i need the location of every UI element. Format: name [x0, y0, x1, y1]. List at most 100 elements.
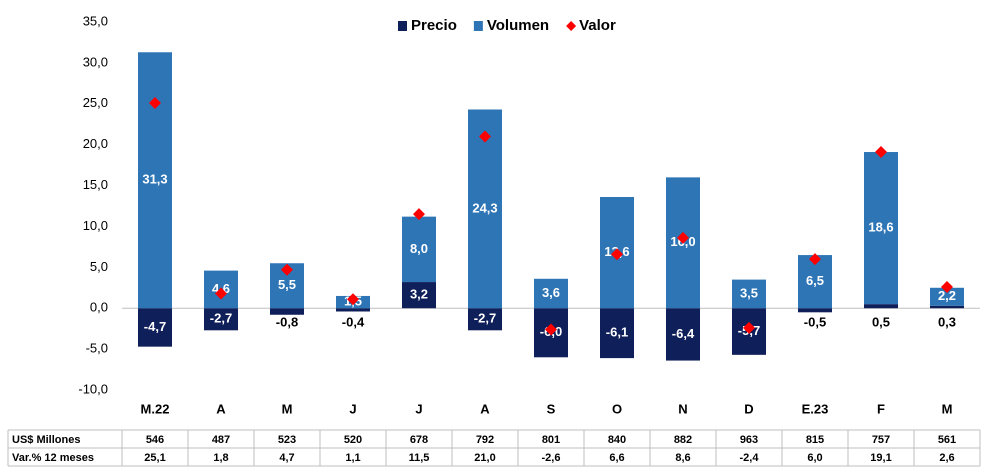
y-tick-label: 35,0: [83, 13, 108, 28]
x-tick-label: A: [216, 401, 226, 416]
volumen-label: 8,0: [410, 241, 428, 256]
precio-label: -2,7: [210, 311, 232, 326]
table-cell: 520: [344, 434, 362, 446]
volumen-label: 24,3: [472, 200, 497, 215]
precio-label: -4,7: [144, 319, 166, 334]
y-tick-label: -10,0: [78, 381, 108, 396]
table-cell: 757: [872, 434, 890, 446]
table-cell: 21,0: [474, 452, 495, 464]
bar-precio: [336, 308, 370, 312]
bar-precio: [600, 308, 634, 359]
x-tick-label: J: [349, 401, 356, 416]
table-cell: 1,1: [345, 452, 360, 464]
table-cell: 792: [476, 434, 494, 446]
legend-marker: [473, 21, 483, 31]
legend-label: Precio: [411, 17, 457, 34]
table-cell: 8,6: [675, 452, 690, 464]
precio-label: 0,3: [938, 315, 956, 330]
table-cell: 6,6: [609, 452, 624, 464]
volumen-label: 5,5: [278, 277, 296, 292]
valor-marker: [677, 231, 689, 244]
x-tick-label: M.22: [141, 401, 170, 416]
bar-volumen: [732, 279, 766, 309]
precio-label: -0,5: [804, 315, 826, 330]
bar-volumen: [930, 287, 964, 306]
table-cell: 678: [410, 434, 428, 446]
table-cell: -2,4: [740, 452, 760, 464]
valor-marker: [875, 146, 887, 159]
volumen-label: 31,3: [142, 172, 167, 187]
x-tick-label: O: [612, 401, 622, 416]
valor-marker: [149, 96, 161, 109]
volumen-label: 2,2: [938, 288, 956, 303]
table-row-label: Var.% 12 meses: [12, 452, 94, 464]
legend-marker: [398, 21, 407, 31]
bar-precio: [204, 308, 238, 331]
table-cell: -2,6: [542, 452, 561, 464]
table-cell: 815: [806, 434, 824, 446]
bar-precio: [468, 308, 502, 331]
x-tick-label: S: [547, 401, 556, 416]
y-tick-label: 5,0: [90, 259, 108, 274]
table-cell: 801: [542, 434, 560, 446]
y-tick-label: 10,0: [83, 218, 108, 233]
valor-marker: [479, 130, 491, 143]
volumen-label: 6,5: [806, 273, 824, 288]
x-tick-label: M: [282, 401, 293, 416]
bar-precio: [798, 308, 832, 313]
bar-precio: [138, 308, 172, 347]
y-tick-label: 15,0: [83, 177, 108, 192]
x-tick-label: J: [415, 401, 422, 416]
bar-volumen: [402, 216, 436, 283]
table-cell: 2,6: [939, 452, 954, 464]
bar-precio: [930, 305, 964, 309]
table-cell: 561: [938, 434, 956, 446]
y-tick-label: 20,0: [83, 136, 108, 151]
precio-label: -2,7: [474, 311, 496, 326]
valor-marker: [941, 280, 953, 293]
bar-volumen: [864, 152, 898, 305]
y-tick-label: 30,0: [83, 54, 108, 69]
table-cell: 523: [278, 434, 296, 446]
precio-label: -0,4: [342, 315, 365, 330]
table-cell: 840: [608, 434, 626, 446]
y-tick-label: -5,0: [86, 341, 108, 356]
table-cell: 11,5: [409, 452, 430, 464]
volumen-label: 3,5: [740, 285, 758, 300]
valor-marker: [809, 253, 821, 266]
valor-marker: [611, 248, 623, 261]
precio-label: -6,4: [672, 326, 695, 341]
legend-label: Volumen: [487, 17, 549, 34]
table-cell: 487: [212, 434, 230, 446]
bar-volumen: [468, 109, 502, 309]
valor-marker: [281, 263, 293, 276]
valor-marker: [743, 321, 755, 334]
bar-precio: [666, 308, 700, 361]
precio-label: -6,1: [606, 325, 628, 340]
x-tick-label: N: [678, 401, 687, 416]
x-tick-label: A: [480, 401, 490, 416]
x-tick-label: F: [877, 401, 885, 416]
volumen-label: 18,6: [868, 220, 893, 235]
table-cell: 1,8: [213, 452, 228, 464]
valor-marker: [215, 287, 227, 300]
x-tick-label: E.23: [802, 401, 829, 416]
bar-volumen: [534, 278, 568, 309]
bar-precio: [864, 304, 898, 309]
bar-precio: [270, 308, 304, 315]
table-cell: 19,1: [870, 452, 891, 464]
table-cell: 546: [146, 434, 164, 446]
y-tick-label: 0,0: [90, 300, 108, 315]
table-row-label: US$ Millones: [12, 434, 80, 446]
table-cell: 4,7: [279, 452, 294, 464]
precio-label: 0,5: [872, 315, 890, 330]
bar-precio: [402, 282, 436, 309]
x-tick-label: D: [744, 401, 753, 416]
bar-volumen: [138, 52, 172, 309]
valor-marker: [347, 293, 359, 306]
legend-marker: [566, 21, 577, 31]
valor-marker: [413, 208, 425, 221]
table-cell: 963: [740, 434, 758, 446]
table-cell: 6,0: [807, 452, 822, 464]
